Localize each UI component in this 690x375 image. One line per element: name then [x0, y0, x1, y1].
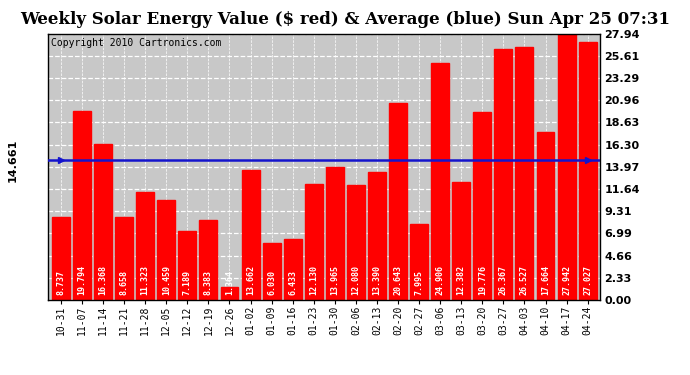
- Bar: [558, 34, 575, 300]
- Bar: [52, 217, 70, 300]
- Text: 1.364: 1.364: [225, 270, 234, 295]
- Text: 27.942: 27.942: [562, 265, 571, 295]
- Bar: [263, 243, 281, 300]
- Text: 6.433: 6.433: [288, 270, 297, 295]
- Text: 12.382: 12.382: [457, 265, 466, 295]
- Text: Weekly Solar Energy Value ($ red) & Average (blue) Sun Apr 25 07:31: Weekly Solar Energy Value ($ red) & Aver…: [20, 11, 670, 28]
- Text: 17.664: 17.664: [541, 265, 550, 295]
- Text: 10.459: 10.459: [161, 265, 171, 295]
- Bar: [199, 220, 217, 300]
- Bar: [410, 224, 428, 300]
- Text: 26.527: 26.527: [520, 265, 529, 295]
- Bar: [347, 185, 365, 300]
- Text: 6.030: 6.030: [267, 270, 276, 295]
- Text: 7.189: 7.189: [183, 270, 192, 295]
- Text: 11.323: 11.323: [141, 265, 150, 295]
- Text: 12.130: 12.130: [309, 265, 318, 295]
- Text: 19.794: 19.794: [77, 265, 86, 295]
- Bar: [515, 47, 533, 300]
- Text: 26.367: 26.367: [499, 265, 508, 295]
- Text: 7.995: 7.995: [415, 270, 424, 295]
- Bar: [326, 167, 344, 300]
- Bar: [452, 182, 470, 300]
- Text: 8.737: 8.737: [57, 270, 66, 295]
- Text: 13.965: 13.965: [331, 265, 339, 295]
- Text: 13.390: 13.390: [373, 265, 382, 295]
- Bar: [579, 42, 597, 300]
- Bar: [473, 111, 491, 300]
- Text: 14.661: 14.661: [8, 139, 17, 182]
- Bar: [389, 103, 407, 300]
- Text: 24.906: 24.906: [435, 265, 444, 295]
- Text: 27.027: 27.027: [583, 265, 592, 295]
- Text: 19.776: 19.776: [477, 265, 487, 295]
- Text: 13.662: 13.662: [246, 265, 255, 295]
- Bar: [73, 111, 91, 300]
- Bar: [157, 200, 175, 300]
- Text: Copyright 2010 Cartronics.com: Copyright 2010 Cartronics.com: [51, 38, 221, 48]
- Bar: [179, 231, 197, 300]
- Bar: [368, 172, 386, 300]
- Text: 8.383: 8.383: [204, 270, 213, 295]
- Bar: [221, 287, 239, 300]
- Text: 12.080: 12.080: [351, 265, 360, 295]
- Bar: [136, 192, 154, 300]
- Text: 8.658: 8.658: [119, 270, 128, 295]
- Text: 20.643: 20.643: [393, 265, 402, 295]
- Bar: [284, 239, 302, 300]
- Bar: [94, 144, 112, 300]
- Bar: [241, 170, 259, 300]
- Bar: [115, 217, 133, 300]
- Bar: [305, 184, 323, 300]
- Text: 16.368: 16.368: [99, 265, 108, 295]
- Bar: [431, 63, 449, 300]
- Bar: [495, 49, 513, 300]
- Bar: [537, 132, 555, 300]
